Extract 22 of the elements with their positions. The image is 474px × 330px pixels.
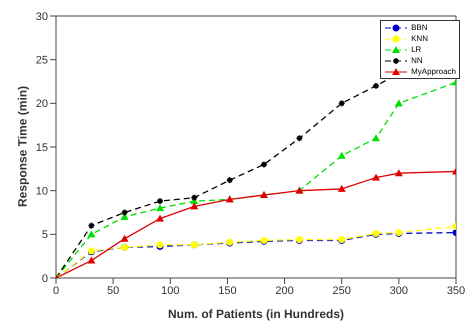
x-tick-label: 200 — [275, 284, 294, 297]
y-tick-label: 30 — [36, 10, 48, 23]
y-axis-title: Response Time (min) — [15, 86, 30, 207]
y-tick-label: 20 — [36, 98, 48, 110]
legend-label: NN — [411, 55, 423, 66]
x-tick-label: 50 — [107, 284, 120, 297]
x-tick-label: 150 — [218, 284, 237, 297]
legend-label: MyApproach — [411, 66, 456, 77]
legend-label: KNN — [411, 33, 428, 44]
y-tick-label: 25 — [36, 54, 48, 67]
y-tick-label: 0 — [42, 272, 48, 285]
x-tick-label: 350 — [446, 284, 466, 297]
y-tick-label: 10 — [36, 186, 48, 198]
x-tick-label: 100 — [161, 284, 180, 297]
y-tick-label: 5 — [42, 229, 48, 242]
y-tick-label: 15 — [36, 142, 48, 154]
x-tick-label: 300 — [390, 284, 408, 297]
legend-label: LR — [411, 44, 422, 55]
x-tick-label: 0 — [52, 284, 60, 297]
x-tick-label: 250 — [332, 284, 351, 297]
x-axis-title: Num. of Patients (in Hundreds) — [168, 307, 344, 321]
legend-label: BBN — [411, 22, 428, 33]
